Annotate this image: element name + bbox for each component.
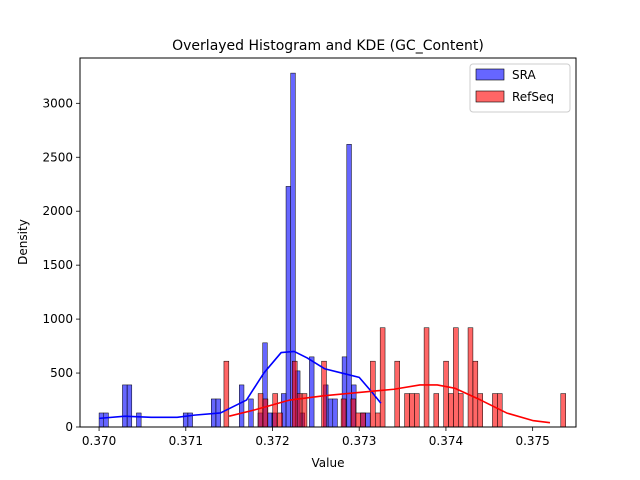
axes-frame: [79, 57, 577, 428]
x-axis-label: Value: [312, 456, 345, 470]
x-tick-label: 0.374: [429, 434, 463, 448]
histogram-bar-sra: [365, 412, 371, 428]
legend-swatch-refseq: [475, 90, 505, 103]
chart-title: Overlayed Histogram and KDE (GC_Content): [172, 38, 484, 54]
legend: SRA RefSeq: [469, 63, 571, 113]
y-tick-label: 2000: [42, 204, 73, 218]
y-tick-label: 1000: [42, 312, 73, 326]
histogram-bar-refseq: [433, 393, 439, 428]
histogram-bars: [98, 72, 566, 428]
histogram-bar-sra: [332, 398, 338, 428]
histogram-bar-refseq: [492, 393, 498, 428]
histogram-bar-refseq: [458, 393, 464, 428]
histogram-bar-sra: [239, 384, 245, 428]
x-axis-ticks: 0.370 0.371 0.372 0.373 0.374 0.375: [82, 427, 550, 448]
histogram-bar-refseq: [350, 398, 356, 428]
x-tick-label: 0.372: [255, 434, 289, 448]
histogram-bar-refseq: [321, 360, 327, 428]
y-tick-label: 1500: [42, 258, 73, 272]
histogram-bar-refseq: [272, 393, 278, 428]
histogram-bar-refseq: [414, 393, 420, 428]
y-tick-label: 0: [65, 420, 73, 434]
histogram-bar-refseq: [223, 360, 230, 428]
histogram-bar-refseq: [443, 360, 449, 428]
y-tick-label: 3000: [42, 96, 73, 110]
histogram-bar-refseq: [472, 360, 479, 428]
kde-lines: [99, 350, 551, 424]
histogram-bar-refseq: [257, 393, 264, 428]
histogram-bar-sra: [285, 186, 291, 428]
histogram-bar-refseq: [404, 393, 410, 428]
histogram-bar-sra: [122, 384, 128, 428]
histogram-bar-refseq: [394, 360, 400, 428]
x-tick-label: 0.375: [515, 434, 549, 448]
histogram-bar-refseq: [409, 393, 415, 428]
histogram-bar-refseq: [560, 393, 566, 428]
histogram-bar-refseq: [448, 393, 454, 428]
y-tick-label: 500: [50, 366, 73, 380]
histogram-bar-refseq: [423, 327, 430, 428]
histogram-bar-refseq: [277, 412, 283, 428]
histogram-bar-refseq: [375, 412, 381, 428]
histogram-bar-refseq: [453, 327, 459, 428]
x-tick-label: 0.370: [82, 434, 116, 448]
kde-line-sra: [99, 350, 382, 420]
histogram-bar-refseq: [360, 412, 366, 428]
histogram-bar-sra: [346, 144, 352, 428]
histogram-bar-refseq: [292, 360, 298, 428]
histogram-bar-refseq: [340, 398, 347, 428]
histogram-bar-sra: [126, 384, 133, 428]
histogram-bar-sra: [136, 412, 142, 428]
histogram-bar-refseq: [262, 398, 269, 428]
histogram-bar-refseq: [379, 327, 386, 428]
histogram-bar-sra: [248, 398, 254, 428]
x-tick-label: 0.373: [342, 434, 376, 448]
x-tick-label: 0.371: [169, 434, 203, 448]
legend-label-sra: SRA: [512, 68, 536, 82]
histogram-bar-sra: [103, 412, 109, 428]
histogram-bar-sra: [182, 412, 189, 428]
histogram-bar-sra: [309, 356, 315, 428]
kde-line-refseq: [228, 384, 551, 424]
histogram-bar-sra: [327, 398, 334, 428]
y-axis-ticks: 0 500 1000 1500 2000 2500 3000: [42, 96, 80, 434]
histogram-bar-refseq: [467, 327, 474, 428]
histogram-bar-refseq: [355, 412, 361, 428]
y-axis-label: Density: [16, 219, 30, 265]
y-tick-label: 2500: [42, 150, 73, 164]
legend-label-refseq: RefSeq: [512, 90, 554, 104]
legend-swatch-sra: [475, 68, 505, 81]
histogram-bar-sra: [98, 412, 105, 428]
